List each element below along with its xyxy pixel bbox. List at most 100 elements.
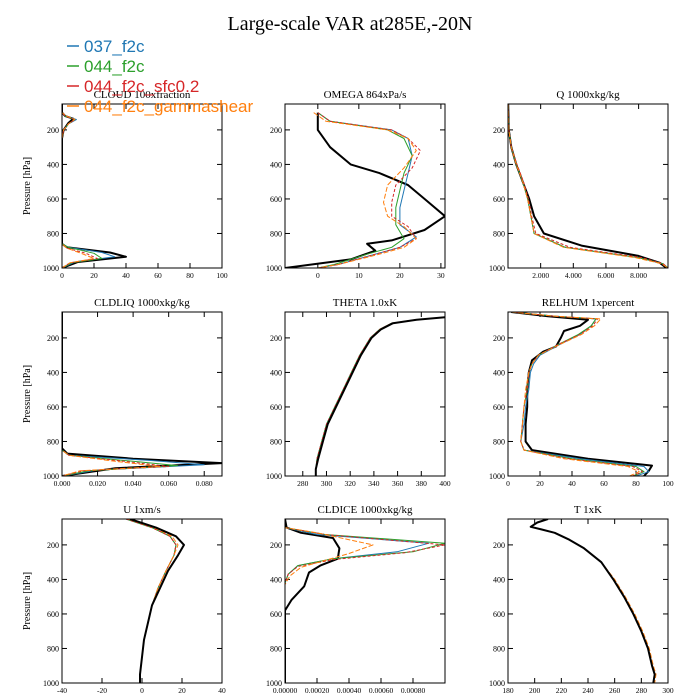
series-line-2 — [285, 519, 430, 683]
y-tick-label: 800 — [270, 229, 282, 238]
y-tick-label: 200 — [493, 126, 505, 135]
series-line-4 — [530, 519, 657, 683]
plot-frame — [61, 311, 223, 477]
series-line-2 — [315, 316, 445, 476]
series-line-3 — [125, 519, 177, 683]
y-tick-label: 1000 — [266, 472, 282, 481]
series-line-2 — [508, 104, 668, 268]
y-tick-label: 600 — [270, 195, 282, 204]
x-tick-label: 0.00020 — [305, 686, 330, 695]
series-line-3 — [62, 104, 103, 268]
series-line-3 — [508, 104, 668, 268]
series-line-2 — [125, 519, 177, 683]
x-tick-label: 0 — [506, 479, 510, 488]
y-tick-label: 200 — [47, 334, 59, 343]
series-group — [508, 104, 668, 268]
series-line-1 — [315, 316, 445, 476]
series-line-4 — [315, 316, 445, 476]
x-tick-label: 80 — [632, 479, 640, 488]
series-line-5 — [508, 104, 668, 268]
y-tick-label: 1000 — [43, 264, 59, 273]
series-group — [314, 316, 445, 476]
x-tick-label: 20 — [178, 686, 186, 695]
panel-title: RELHUM 1xpercent — [542, 297, 635, 309]
x-tick-label: 0.060 — [160, 479, 177, 488]
y-axis-label: Pressure [hPa] — [22, 572, 33, 630]
series-line-3 — [530, 519, 656, 683]
series-line-5 — [62, 104, 95, 268]
panel-5: THETA 1.0xK 200 400 600 800 1000 280 300 320 340 3… — [266, 297, 451, 488]
series-line-3 — [317, 112, 413, 268]
panel-title: T 1xK — [574, 504, 602, 516]
series-line-3 — [62, 312, 179, 476]
series-line-5 — [285, 519, 374, 683]
figure-title: Large-scale VAR at285E,-20N — [228, 13, 473, 35]
y-tick-label: 200 — [493, 541, 505, 550]
x-tick-label: 300 — [662, 686, 674, 695]
x-tick-label: 0.00040 — [337, 686, 362, 695]
x-tick-label: -40 — [57, 686, 67, 695]
series-line-3 — [285, 519, 445, 683]
plot-frame — [507, 311, 669, 477]
panel-4: CLDLIQ 1000xkg/kg Pressure [hPa] 200 400 600… — [22, 297, 223, 488]
plot-frame — [61, 518, 223, 684]
series-line-4 — [511, 312, 643, 476]
series-line-1 — [62, 104, 127, 268]
plot-frame — [507, 103, 669, 269]
x-tick-label: 2.000 — [532, 271, 549, 280]
series-line-2 — [530, 519, 656, 683]
y-tick-label: 800 — [270, 644, 282, 653]
y-tick-label: 800 — [493, 437, 505, 446]
series-line-4 — [508, 104, 668, 268]
series-group — [285, 112, 445, 268]
x-tick-label: 20 — [90, 271, 98, 280]
series-group — [125, 519, 185, 683]
x-tick-label: 60 — [154, 271, 162, 280]
y-tick-label: 600 — [493, 403, 505, 412]
x-tick-label: 0.00060 — [369, 686, 394, 695]
y-tick-label: 1000 — [43, 472, 59, 481]
series-line-1 — [285, 519, 341, 683]
x-tick-label: 40 — [122, 271, 130, 280]
y-tick-label: 600 — [47, 403, 59, 412]
series-group — [62, 104, 127, 268]
series-group — [529, 519, 657, 683]
series-line-2 — [62, 104, 116, 268]
y-tick-label: 400 — [493, 368, 505, 377]
x-tick-label: 8.000 — [630, 271, 647, 280]
legend: 037_f2c044_f2c044_f2c_sfc0.2044_f2c_gamm… — [67, 37, 254, 116]
series-group — [285, 519, 445, 683]
panel-8: CLDICE 1000xkg/kg 200 400 600 800 10000.00000… — [266, 504, 446, 695]
plot-frame — [284, 103, 446, 269]
x-tick-label: 200 — [529, 686, 541, 695]
y-tick-label: 400 — [270, 160, 282, 169]
x-tick-label: 340 — [368, 479, 380, 488]
x-tick-label: 60 — [600, 479, 608, 488]
x-tick-label: 30 — [437, 271, 445, 280]
series-line-5 — [313, 112, 417, 268]
x-tick-label: 40 — [568, 479, 576, 488]
x-tick-label: 0.00000 — [273, 686, 298, 695]
x-tick-label: 180 — [502, 686, 514, 695]
panel-title: OMEGA 864xPa/s — [324, 89, 407, 101]
series-line-1 — [285, 112, 445, 268]
x-tick-label: 0.000 — [54, 479, 71, 488]
y-tick-label: 200 — [493, 334, 505, 343]
y-tick-label: 400 — [270, 575, 282, 584]
x-tick-label: 0.020 — [89, 479, 106, 488]
series-group — [62, 312, 222, 476]
y-tick-label: 600 — [493, 195, 505, 204]
y-tick-label: 1000 — [489, 264, 505, 273]
x-tick-label: 20 — [396, 271, 404, 280]
x-tick-label: -20 — [97, 686, 107, 695]
series-line-4 — [317, 112, 421, 268]
y-tick-label: 400 — [47, 160, 59, 169]
panel-title: CLDLIQ 1000xkg/kg — [94, 297, 190, 309]
y-tick-label: 400 — [493, 160, 505, 169]
x-tick-label: 380 — [416, 479, 428, 488]
y-tick-label: 800 — [493, 229, 505, 238]
panel-title: Q 1000xkg/kg — [556, 89, 620, 101]
x-tick-label: 10 — [355, 271, 363, 280]
